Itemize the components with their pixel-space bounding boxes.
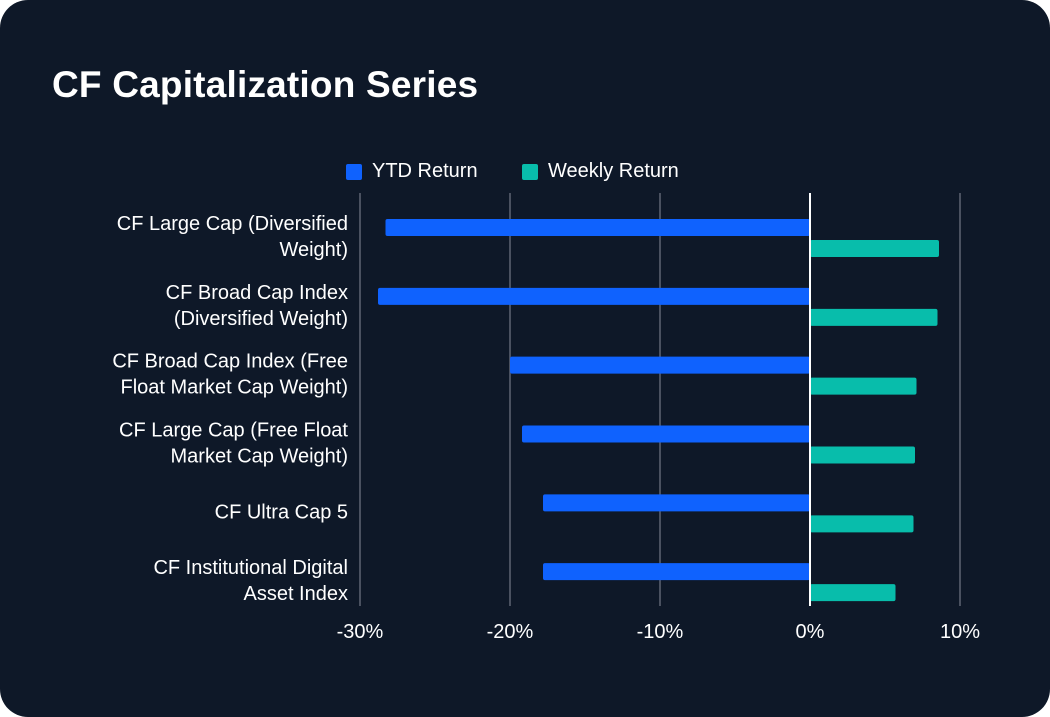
category-label: Market Cap Weight)	[171, 446, 348, 468]
ytd-return-bar	[378, 287, 810, 305]
legend-swatch-ytd	[346, 163, 362, 180]
category-label: Asset Index	[243, 583, 348, 605]
category-label: Float Market Cap Weight)	[121, 377, 349, 399]
category-label: CF Large Cap (Diversified	[117, 213, 348, 235]
ytd-return-bar	[522, 425, 810, 443]
category-label: (Diversified Weight)	[174, 308, 348, 330]
legend: YTD Return Weekly Return	[0, 160, 1050, 186]
ytd-return-bar	[543, 563, 810, 581]
legend-label-weekly: Weekly Return	[548, 160, 679, 182]
x-tick-label: 0%	[796, 621, 825, 643]
x-tick-label: -30%	[337, 621, 384, 643]
weekly-return-bar	[810, 377, 917, 395]
weekly-return-bar	[810, 446, 915, 464]
legend-label-ytd: YTD Return	[372, 160, 478, 182]
weekly-return-bar	[810, 240, 939, 257]
ytd-return-bar	[543, 494, 810, 512]
legend-swatch-weekly	[522, 163, 538, 180]
weekly-return-bar	[810, 308, 938, 326]
x-tick-label: 10%	[940, 621, 980, 643]
legend-item-weekly[interactable]: Weekly Return	[522, 160, 679, 183]
x-tick-label: -10%	[637, 621, 684, 643]
category-label: CF Broad Cap Index (Free	[112, 351, 348, 373]
category-label: Weight)	[279, 239, 348, 261]
category-label: CF Large Cap (Free Float	[119, 420, 348, 442]
ytd-return-bar	[385, 219, 810, 236]
weekly-return-bar	[810, 584, 896, 602]
ytd-return-bar	[510, 356, 810, 374]
chart-title: CF Capitalization Series	[52, 64, 479, 105]
category-label: CF Broad Cap Index	[166, 282, 348, 304]
x-tick-label: -20%	[487, 621, 534, 643]
category-label: CF Institutional Digital	[153, 557, 348, 579]
weekly-return-bar	[810, 515, 914, 533]
category-label: CF Ultra Cap 5	[215, 501, 348, 523]
legend-item-ytd[interactable]: YTD Return	[346, 160, 478, 183]
